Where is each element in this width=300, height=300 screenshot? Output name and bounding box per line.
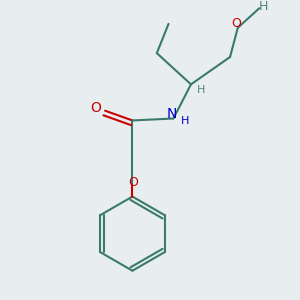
Text: H: H bbox=[196, 85, 205, 95]
Text: H: H bbox=[181, 116, 189, 126]
Text: O: O bbox=[128, 176, 138, 189]
Text: O: O bbox=[231, 17, 241, 30]
Text: N: N bbox=[166, 106, 177, 121]
Text: O: O bbox=[90, 101, 101, 115]
Text: H: H bbox=[259, 0, 268, 13]
